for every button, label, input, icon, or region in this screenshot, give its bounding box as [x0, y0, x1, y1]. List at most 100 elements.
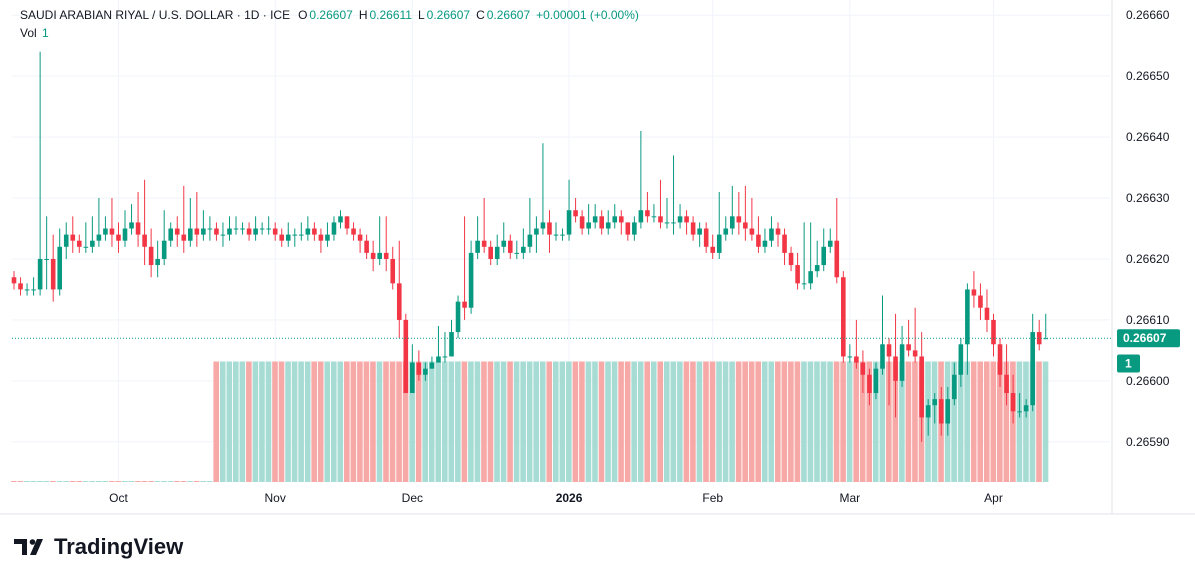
volume-bar — [213, 361, 220, 482]
candle-body — [44, 258, 49, 260]
candle-body — [1023, 405, 1029, 412]
candle-body — [566, 210, 572, 235]
candle-body — [716, 234, 722, 253]
volume-bar — [468, 361, 474, 482]
candle-body — [488, 246, 493, 259]
volume-bar — [761, 361, 768, 482]
volume-bar — [17, 481, 24, 482]
volume-bar — [866, 361, 873, 482]
volume-bar — [422, 361, 428, 482]
brand-name: TradingView — [54, 534, 184, 559]
brand-logo[interactable]: TradingView — [14, 534, 183, 560]
candle-body — [103, 228, 108, 235]
candle-body — [880, 344, 885, 369]
candle-body — [312, 228, 317, 235]
volume-bar — [441, 361, 448, 482]
candle-body — [31, 289, 36, 291]
volume-bar — [788, 361, 794, 482]
volume-bar — [709, 361, 716, 482]
candle-body — [377, 252, 382, 259]
x-tick-label: Feb — [702, 491, 723, 505]
candle-body — [991, 319, 996, 345]
volume-bar — [69, 481, 76, 482]
candle-body — [795, 265, 800, 284]
volume-bar — [1036, 361, 1042, 482]
volume-bar — [193, 481, 200, 482]
candle-body — [1004, 374, 1009, 394]
volume-bar — [611, 361, 618, 482]
candle-body — [214, 228, 219, 235]
volume-bar — [122, 481, 128, 482]
volume-bar — [11, 481, 17, 482]
candle-body — [494, 246, 500, 259]
candle-body — [292, 234, 298, 236]
volume-bar — [1029, 361, 1036, 482]
volume-bar — [807, 361, 814, 482]
volume-bar — [37, 481, 43, 482]
candle-body — [769, 228, 774, 241]
volume-bar — [115, 481, 122, 482]
candle-body — [410, 362, 415, 394]
candle-body — [63, 234, 69, 247]
volume-bar — [650, 361, 657, 482]
candle-body — [220, 234, 226, 236]
candle-body — [285, 234, 291, 241]
volume-bar — [664, 361, 670, 482]
volume-row: Vol 1 — [20, 24, 645, 42]
candle-body — [912, 350, 918, 357]
candle-body — [135, 222, 141, 235]
volume-bar — [219, 361, 226, 482]
volume-bar — [154, 481, 161, 482]
candle-body — [723, 228, 729, 235]
volume-bar — [905, 361, 912, 482]
candle-body — [142, 234, 147, 247]
volume-bar — [690, 361, 696, 482]
volume-badge-label: 1 — [1125, 357, 1132, 371]
volume-bar — [448, 361, 455, 482]
candle-body — [736, 216, 742, 223]
volume-bar — [657, 361, 664, 482]
candle-body — [240, 228, 245, 230]
volume-bar — [794, 361, 801, 482]
candle-body — [540, 222, 546, 229]
candle-body — [632, 222, 637, 235]
candle-body — [475, 240, 480, 253]
volume-bar — [748, 361, 755, 482]
volume-bar — [735, 361, 742, 482]
volume-bar — [330, 361, 337, 482]
volume-bar — [376, 361, 383, 482]
candle-body — [403, 319, 409, 394]
volume-bar — [350, 361, 357, 482]
volume-bar — [63, 481, 69, 482]
volume-bar — [148, 481, 154, 482]
volume-bar — [259, 361, 265, 482]
candle-body — [978, 295, 983, 308]
candle-body — [318, 234, 324, 241]
volume-bar — [827, 361, 833, 482]
volume-bar — [1003, 361, 1010, 482]
volume-bar — [814, 361, 820, 482]
candle-body — [246, 228, 252, 235]
volume-bar — [487, 361, 494, 482]
volume-bar — [644, 361, 651, 482]
candle-body — [442, 356, 448, 358]
volume-bar — [370, 361, 376, 482]
candle-body — [697, 228, 702, 235]
volume-bar — [637, 361, 644, 482]
candle-body — [338, 216, 343, 223]
legend-key: O — [298, 8, 308, 22]
candle-body — [801, 283, 807, 285]
volume-bar — [879, 361, 886, 482]
volume-bar — [30, 481, 37, 482]
volume-bar — [526, 361, 533, 482]
volume-bar — [742, 361, 748, 482]
volume-bar — [226, 361, 233, 482]
candle-body — [932, 399, 938, 406]
candle-body — [919, 356, 924, 418]
candle-body — [958, 344, 964, 375]
volume-bar — [579, 361, 585, 482]
volume-bar — [494, 361, 500, 482]
volume-bar — [317, 361, 324, 482]
volume-bar — [285, 361, 291, 482]
